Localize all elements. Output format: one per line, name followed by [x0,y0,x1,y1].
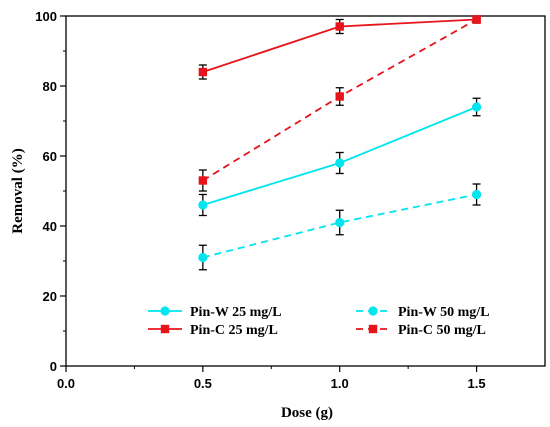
x-tick-label: 0.0 [57,376,75,391]
data-point [198,252,208,263]
x-tick-label: 1.5 [468,376,486,391]
legend-marker [160,306,170,316]
legend-marker [368,306,378,316]
y-tick-label: 60 [43,149,57,164]
data-point [335,92,344,101]
legend-marker [160,324,170,334]
data-point [198,176,208,185]
data-point [471,102,482,112]
legend-marker [368,324,378,334]
y-tick-label: 40 [43,219,57,234]
data-point [335,158,345,168]
x-tick-label: 0.5 [194,376,212,391]
y-tick-label: 0 [50,359,57,374]
data-point [472,15,481,24]
legend-label: Pin-W 25 mg/L [190,305,282,320]
data-point [198,67,208,77]
data-point [335,22,344,31]
data-point [471,189,482,200]
x-axis-title: Dose (g) [281,405,333,421]
legend: Pin-W 25 mg/L Pin-W 50 mg/L Pin-C 25 mg/L P… [148,305,490,338]
legend-label: Pin-C 50 mg/L [398,323,486,338]
legend-label: Pin-W 50 mg/L [398,305,490,320]
plot-area [198,15,482,271]
y-tick-label: 100 [35,9,57,24]
data-point [198,200,208,210]
series-line-1 [202,193,477,259]
legend-label: Pin-C 25 mg/L [190,323,278,338]
axes: 0.0 0.5 1.0 1.5 0 20 40 60 80 100 [35,9,546,391]
y-axis-title: Removal (%) [10,148,26,233]
y-tick-label: 80 [43,79,57,94]
data-point [335,217,345,228]
x-tick-label: 1.0 [331,376,349,391]
y-tick-label: 20 [43,289,57,304]
